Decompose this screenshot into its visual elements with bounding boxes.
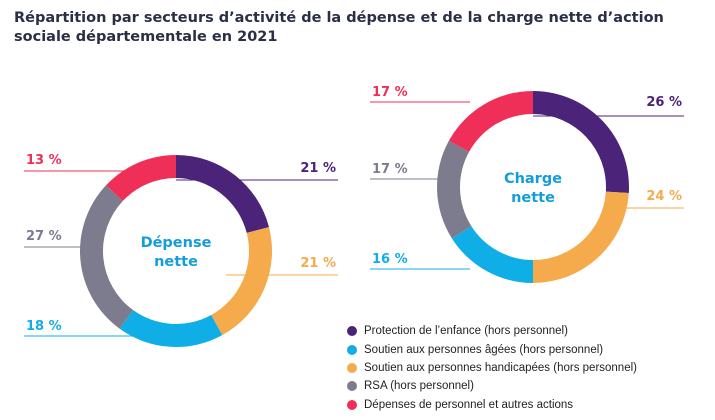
legend-item-rsa: RSA (hors personnel) (347, 377, 637, 395)
legend: Protection de l’enfance (hors personnel)… (347, 322, 637, 414)
donut-center-label: Charge (504, 171, 562, 187)
legend-item-personnel: Dépenses de personnel et autres actions (347, 396, 637, 414)
slice-label: 17 % (372, 85, 408, 100)
legend-label: Soutien aux personnes âgées (hors person… (364, 343, 604, 356)
legend-swatch (347, 381, 357, 392)
donut-slice (533, 191, 629, 283)
legend-swatch (347, 326, 357, 337)
slice-label: 13 % (26, 153, 62, 168)
legend-item-protection-enfance: Protection de l’enfance (hors personnel) (347, 322, 637, 340)
legend-swatch (347, 399, 357, 410)
donut-slice (106, 155, 176, 202)
donut-slice (533, 91, 629, 194)
legend-label: Soutien aux personnes handicapées (hors … (364, 361, 637, 374)
legend-item-personnes-agees: Soutien aux personnes âgées (hors person… (347, 340, 637, 358)
legend-label: Dépenses de personnel et autres actions (364, 398, 574, 411)
slice-label: 17 % (372, 162, 408, 177)
donut-slice (451, 226, 533, 283)
donut-center-label: nette (511, 190, 555, 206)
donut-slice (437, 140, 472, 239)
donut-center-label: nette (154, 254, 198, 270)
slice-label: 21 % (300, 161, 336, 176)
donut-slice (211, 227, 272, 336)
slice-label: 16 % (372, 252, 408, 267)
slice-label: 24 % (646, 189, 682, 204)
slice-label: 27 % (26, 229, 62, 244)
slice-label: 26 % (646, 95, 682, 110)
slice-label: 18 % (26, 319, 62, 334)
donut-slice (80, 185, 134, 329)
legend-swatch (347, 344, 357, 355)
donut-slice (448, 91, 533, 152)
donut-slice (176, 155, 269, 233)
donut-slice (119, 310, 223, 347)
legend-swatch (347, 362, 357, 373)
chart-title: Répartition par secteurs d’activité de l… (14, 10, 664, 45)
legend-label: RSA (hors personnel) (364, 380, 474, 393)
slice-label: 21 % (300, 256, 336, 271)
donut-center-label: Dépense (141, 235, 212, 251)
legend-item-personnes-handicapees: Soutien aux personnes handicapées (hors … (347, 359, 637, 377)
legend-label: Protection de l’enfance (hors personnel) (364, 325, 568, 338)
